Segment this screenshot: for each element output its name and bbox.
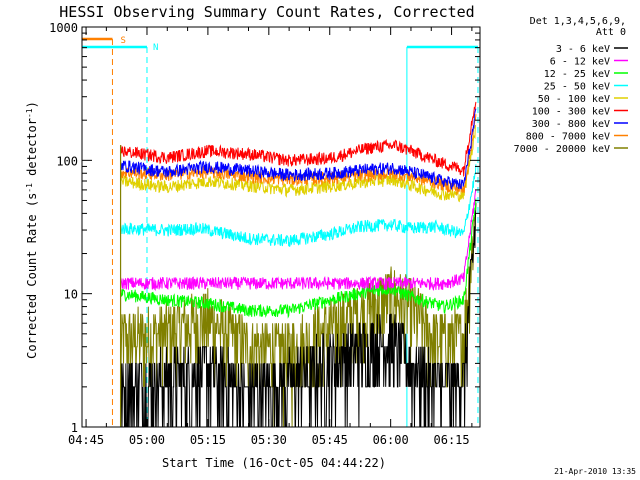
series-line-6 (120, 108, 477, 190)
x-tick-label-0: 04:45 (68, 433, 104, 447)
legend-label-6: 300 - 800 keV (532, 119, 610, 130)
chart-title: HESSI Observing Summary Count Rates, Cor… (59, 3, 474, 21)
plot-frame (81, 26, 481, 428)
axis-ticks: 04:45 05:00 05:15 05:30 05:45 06:00 06:15 1 10 10… (49, 21, 480, 447)
y-tick-label-3: 1000 (49, 21, 78, 35)
series-line-5 (120, 101, 477, 177)
series-line-4 (120, 124, 477, 203)
legend-label-7: 800 - 7000 keV (526, 132, 610, 143)
legend-label-0: 3 - 6 keV (556, 44, 610, 55)
x-tick-label-6: 06:15 (434, 433, 470, 447)
x-tick-label-5: 06:00 (373, 433, 409, 447)
x-tick-label-1: 05:00 (129, 433, 165, 447)
legend-label-4: 50 - 100 keV (538, 94, 610, 105)
x-tick-label-2: 05:15 (190, 433, 226, 447)
y-tick-label-2: 100 (56, 154, 78, 168)
legend-label-5: 100 - 300 keV (532, 107, 610, 118)
legend-header-0: Det 1,3,4,5,6,9, (530, 16, 626, 27)
series-line-1 (120, 190, 477, 292)
night-label: N (153, 43, 158, 53)
plot-area: SN (81, 26, 481, 428)
x-tick-label-4: 05:45 (312, 433, 348, 447)
legend-label-8: 7000 - 20000 keV (514, 144, 610, 155)
series-line-3 (120, 164, 477, 247)
date-stamp: 21-Apr-2010 13:35 (554, 467, 636, 476)
saa-label: S (120, 36, 125, 46)
legend-header-1: Att 0 (596, 27, 626, 38)
series-line-2 (120, 198, 477, 319)
y-tick-label-0: 1 (71, 421, 78, 435)
y-axis-label: Corrected Count Rate (s-1 detector-1) (25, 101, 40, 359)
series-line-0 (120, 202, 477, 427)
y-tick-label-1: 10 (64, 288, 78, 302)
x-axis-label: Start Time (16-Oct-05 04:44:22) (162, 456, 386, 470)
x-tick-label-3: 05:30 (251, 433, 287, 447)
legend-label-2: 12 - 25 keV (544, 69, 610, 80)
legend: Det 1,3,4,5,6,9,Att 0 3 - 6 keV 6 - 12 keV… (514, 16, 628, 155)
legend-label-3: 25 - 50 keV (544, 82, 610, 93)
legend-label-1: 6 - 12 keV (550, 57, 610, 68)
